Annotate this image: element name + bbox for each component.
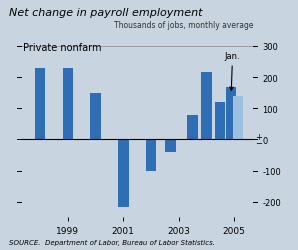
Text: Thousands of jobs, monthly average: Thousands of jobs, monthly average: [114, 21, 253, 30]
Bar: [35, 68, 46, 140]
Text: SOURCE.  Department of Labor, Bureau of Labor Statistics.: SOURCE. Department of Labor, Bureau of L…: [9, 239, 215, 245]
Text: Jan.: Jan.: [225, 52, 240, 91]
Bar: [187, 115, 198, 140]
Text: Private nonfarm: Private nonfarm: [23, 43, 102, 53]
Text: Net change in payroll employment: Net change in payroll employment: [9, 8, 202, 18]
Bar: [146, 140, 156, 171]
Bar: [63, 68, 73, 140]
Bar: [118, 140, 128, 207]
Bar: [90, 93, 101, 140]
Bar: [226, 87, 236, 140]
Bar: [165, 140, 176, 152]
Bar: [233, 96, 243, 140]
Text: −: −: [255, 138, 262, 147]
Text: +: +: [255, 132, 262, 141]
Bar: [201, 73, 212, 140]
Bar: [215, 103, 225, 140]
